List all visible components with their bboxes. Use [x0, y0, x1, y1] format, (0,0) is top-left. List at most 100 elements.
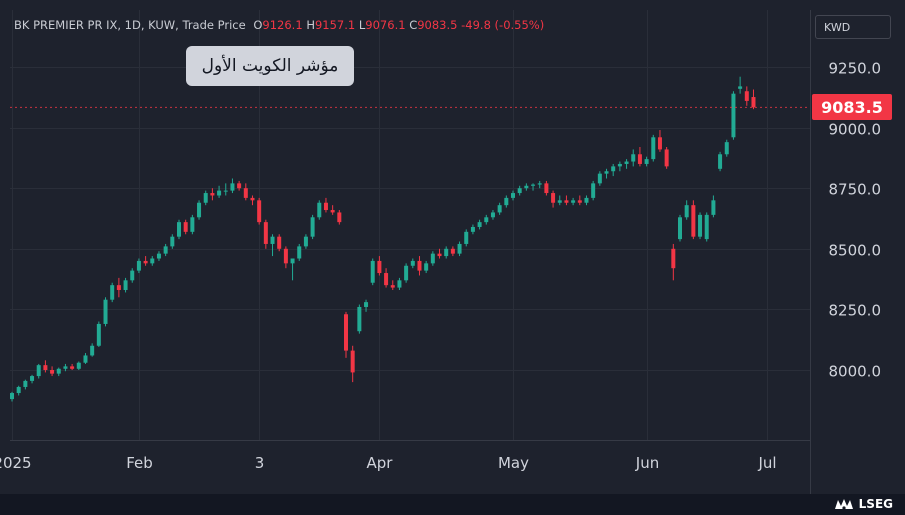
candle-body[interactable]: [310, 217, 315, 237]
candle-body[interactable]: [303, 236, 308, 247]
candle-body[interactable]: [123, 280, 128, 291]
currency-selector[interactable]: KWD: [815, 15, 891, 39]
candle-body[interactable]: [250, 197, 255, 201]
candle-body[interactable]: [637, 154, 642, 164]
candle-body[interactable]: [70, 366, 75, 369]
candle-body[interactable]: [210, 193, 215, 196]
candle-body[interactable]: [464, 231, 469, 244]
candle-body[interactable]: [370, 260, 375, 283]
candle-body[interactable]: [50, 370, 55, 374]
candle-body[interactable]: [544, 183, 549, 194]
candle-body[interactable]: [404, 265, 409, 281]
candle-body[interactable]: [344, 314, 348, 351]
candle-body[interactable]: [718, 154, 723, 169]
candle-body[interactable]: [711, 200, 716, 215]
candle-body[interactable]: [177, 222, 181, 237]
candle-body[interactable]: [577, 200, 582, 203]
candle-body[interactable]: [96, 323, 101, 346]
candle-body[interactable]: [584, 197, 589, 203]
candle-body[interactable]: [591, 183, 596, 198]
candle-body[interactable]: [444, 248, 449, 257]
candle-body[interactable]: [644, 159, 649, 164]
candle-body[interactable]: [130, 270, 135, 281]
candle-body[interactable]: [437, 253, 442, 257]
candle-body[interactable]: [263, 222, 268, 244]
candle-body[interactable]: [283, 248, 288, 264]
candle-body[interactable]: [150, 258, 155, 264]
candle-body[interactable]: [197, 202, 202, 218]
candle-body[interactable]: [163, 246, 168, 254]
candle-body[interactable]: [83, 355, 88, 363]
candle-body[interactable]: [143, 260, 148, 264]
candle-body[interactable]: [277, 236, 282, 249]
candle-body[interactable]: [604, 171, 609, 174]
candle-body[interactable]: [531, 184, 536, 186]
candle-body[interactable]: [364, 302, 369, 307]
candle-body[interactable]: [738, 86, 743, 89]
candle-body[interactable]: [410, 260, 415, 266]
candle-body[interactable]: [664, 149, 669, 167]
candle-body[interactable]: [384, 273, 389, 286]
candle-body[interactable]: [724, 142, 729, 155]
candle-body[interactable]: [43, 365, 48, 370]
candle-body[interactable]: [457, 243, 462, 254]
candle-body[interactable]: [103, 299, 108, 324]
candle-body[interactable]: [424, 263, 429, 271]
candle-body[interactable]: [76, 362, 81, 369]
candle-body[interactable]: [624, 161, 629, 164]
candle-body[interactable]: [223, 190, 228, 192]
candle-body[interactable]: [744, 91, 749, 101]
candle-body[interactable]: [337, 212, 342, 223]
candle-body[interactable]: [504, 197, 509, 206]
candle-body[interactable]: [317, 202, 322, 218]
candle-body[interactable]: [684, 205, 689, 218]
candle-body[interactable]: [290, 258, 295, 264]
candle-body[interactable]: [617, 163, 622, 167]
candle-body[interactable]: [10, 393, 14, 400]
candle-body[interactable]: [323, 202, 328, 211]
candle-body[interactable]: [397, 280, 402, 288]
candle-body[interactable]: [90, 345, 95, 356]
candle-body[interactable]: [430, 253, 435, 264]
candle-body[interactable]: [537, 183, 542, 185]
candle-body[interactable]: [217, 190, 222, 196]
candle-body[interactable]: [477, 222, 482, 227]
candle-body[interactable]: [511, 193, 515, 198]
candle-body[interactable]: [136, 260, 141, 271]
candle-body[interactable]: [257, 200, 262, 223]
candle-body[interactable]: [564, 200, 569, 203]
candle-body[interactable]: [551, 193, 556, 203]
candle-body[interactable]: [56, 368, 61, 374]
candle-body[interactable]: [237, 183, 242, 189]
candle-body[interactable]: [704, 214, 709, 240]
candle-body[interactable]: [691, 205, 696, 237]
candle-body[interactable]: [63, 366, 68, 369]
candle-body[interactable]: [183, 222, 188, 232]
candle-body[interactable]: [731, 93, 736, 138]
candle-body[interactable]: [671, 248, 676, 269]
candle-body[interactable]: [170, 236, 175, 247]
candle-body[interactable]: [631, 154, 636, 162]
candle-body[interactable]: [470, 226, 475, 232]
candle-body[interactable]: [190, 217, 195, 232]
candle-body[interactable]: [450, 248, 455, 254]
candle-body[interactable]: [270, 236, 275, 244]
candle-body[interactable]: [357, 306, 362, 332]
candle-body[interactable]: [678, 217, 682, 240]
candle-body[interactable]: [116, 285, 121, 291]
candle-body[interactable]: [350, 350, 355, 373]
candle-body[interactable]: [751, 97, 756, 108]
candle-body[interactable]: [243, 188, 248, 198]
candle-body[interactable]: [417, 260, 422, 271]
candle-body[interactable]: [297, 246, 302, 259]
candle-body[interactable]: [23, 380, 28, 387]
candle-body[interactable]: [698, 214, 703, 237]
candle-body[interactable]: [330, 210, 335, 213]
candle-body[interactable]: [484, 217, 489, 223]
candle-body[interactable]: [611, 166, 616, 172]
candle-body[interactable]: [230, 183, 235, 191]
candle-body[interactable]: [597, 173, 602, 184]
candle-body[interactable]: [651, 137, 656, 160]
candle-body[interactable]: [16, 386, 21, 394]
candle-body[interactable]: [390, 285, 395, 288]
